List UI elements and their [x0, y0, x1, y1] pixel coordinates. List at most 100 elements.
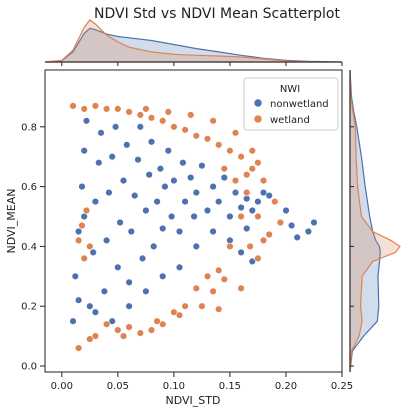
- nonwetland-point-10: [97, 129, 105, 137]
- wetland-point-25: [226, 242, 234, 251]
- wetland-point-0: [69, 102, 77, 110]
- nonwetland-point-17: [116, 218, 124, 227]
- nonwetland-point-15: [111, 123, 120, 131]
- nonwetland-point-36: [170, 176, 178, 185]
- wetland-point-47: [259, 236, 268, 245]
- nonwetland-point-45: [209, 182, 217, 191]
- nonwetland-point-20: [125, 278, 133, 286]
- y-tick-label-2: 0.4: [21, 242, 37, 253]
- nonwetland-point-52: [248, 206, 257, 215]
- x-tick-label-5: 0.25: [331, 381, 353, 392]
- nonwetland-point-68: [175, 263, 184, 271]
- nonwetland-point-74: [248, 257, 257, 266]
- nonwetland-point-54: [259, 188, 268, 197]
- nonwetland-point-63: [91, 308, 100, 316]
- nonwetland-point-22: [131, 191, 139, 200]
- wetland-point-22: [265, 230, 273, 239]
- wetland-point-52: [254, 159, 262, 167]
- wetland-point-19: [231, 176, 240, 185]
- nonwetland-point-12: [102, 236, 111, 245]
- nonwetland-point-66: [142, 287, 150, 295]
- wetland-point-57: [187, 111, 195, 119]
- legend-label-wetland: wetland: [270, 115, 310, 126]
- nonwetland-point-21: [127, 227, 136, 236]
- nonwetland-point-27: [145, 171, 153, 179]
- legend: NWI nonwetland wetland: [243, 77, 339, 131]
- wetland-point-33: [136, 329, 145, 337]
- nonwetland-point-7: [89, 248, 97, 257]
- wetland-point-11: [192, 132, 201, 140]
- x-axis-label: NDVI_STD: [166, 394, 221, 407]
- nonwetland-point-2: [74, 227, 83, 236]
- marginal-x-kde: [44, 19, 343, 63]
- wetland-point-51: [271, 197, 279, 206]
- nonwetland-point-64: [108, 317, 116, 325]
- nonwetland-point-38: [179, 159, 187, 167]
- marginal-y-wetland-curve: [349, 69, 401, 373]
- wetland-point-46: [254, 254, 262, 263]
- nonwetland-point-14: [108, 153, 116, 161]
- wetland-point-64: [78, 221, 86, 230]
- nonwetland-point-40: [187, 173, 195, 182]
- nonwetland-point-41: [190, 212, 198, 221]
- y-tick-label-0: 0.0: [21, 362, 37, 373]
- nonwetland-point-50: [237, 203, 245, 212]
- nonwetland-point-5: [82, 117, 91, 125]
- wetland-point-32: [147, 326, 156, 334]
- wetland-point-42: [175, 311, 184, 319]
- wetland-point-31: [159, 320, 167, 328]
- wetland-point-54: [248, 147, 257, 155]
- wetland-point-15: [237, 153, 245, 161]
- nonwetland-point-60: [310, 218, 318, 227]
- x-tick-label-3: 0.15: [219, 381, 241, 392]
- nonwetland-point-73: [243, 224, 251, 233]
- legend-marker-nonwetland: [253, 98, 263, 108]
- wetland-point-61: [80, 254, 88, 263]
- wetland-point-44: [220, 275, 229, 283]
- wetland-point-26: [215, 266, 223, 274]
- nonwetland-point-35: [167, 212, 176, 221]
- nonwetland-point-19: [123, 141, 131, 149]
- wetland-point-7: [147, 114, 156, 122]
- wetland-point-49: [215, 305, 223, 313]
- wetland-point-55: [231, 129, 240, 137]
- wetland-point-21: [254, 212, 262, 221]
- nonwetland-point-26: [142, 206, 150, 215]
- legend-title: NWI: [280, 84, 300, 95]
- wetland-point-59: [142, 105, 150, 113]
- wetland-point-13: [215, 141, 223, 149]
- nonwetland-point-70: [209, 227, 217, 236]
- nonwetland-point-55: [265, 191, 273, 200]
- points-layer: [69, 102, 318, 352]
- wetland-point-30: [170, 308, 178, 316]
- wetland-point-3: [102, 105, 111, 113]
- y-axis-ticks: 0.0 0.2 0.4 0.6 0.8: [21, 122, 354, 373]
- nonwetland-point-4: [80, 147, 88, 155]
- nonwetland-point-13: [105, 188, 113, 197]
- wetland-point-56: [209, 117, 217, 125]
- nonwetland-point-57: [287, 221, 296, 230]
- nonwetland-point-65: [125, 302, 133, 310]
- marginal-y-kde: [349, 69, 401, 373]
- y-axis-label: NDVI_MEAN: [5, 189, 18, 254]
- nonwetland-point-9: [95, 159, 103, 167]
- nonwetland-point-0: [69, 317, 77, 325]
- nonwetland-point-23: [134, 156, 142, 164]
- nonwetland-point-53: [254, 197, 262, 206]
- wetland-point-12: [203, 135, 212, 143]
- wetland-point-29: [181, 302, 189, 310]
- nonwetland-point-46: [215, 197, 223, 206]
- wetland-point-17: [259, 176, 268, 185]
- wetland-point-36: [102, 320, 111, 328]
- nonwetland-point-61: [74, 296, 83, 304]
- y-tick-label-3: 0.6: [21, 182, 37, 193]
- wetland-point-53: [243, 171, 251, 179]
- nonwetland-point-3: [78, 182, 86, 191]
- wetland-point-24: [237, 212, 245, 221]
- nonwetland-point-1: [71, 272, 80, 280]
- nonwetland-point-8: [91, 197, 100, 206]
- y-tick-label-1: 0.2: [21, 302, 37, 313]
- nonwetland-point-31: [156, 165, 165, 173]
- wetland-point-34: [125, 323, 133, 331]
